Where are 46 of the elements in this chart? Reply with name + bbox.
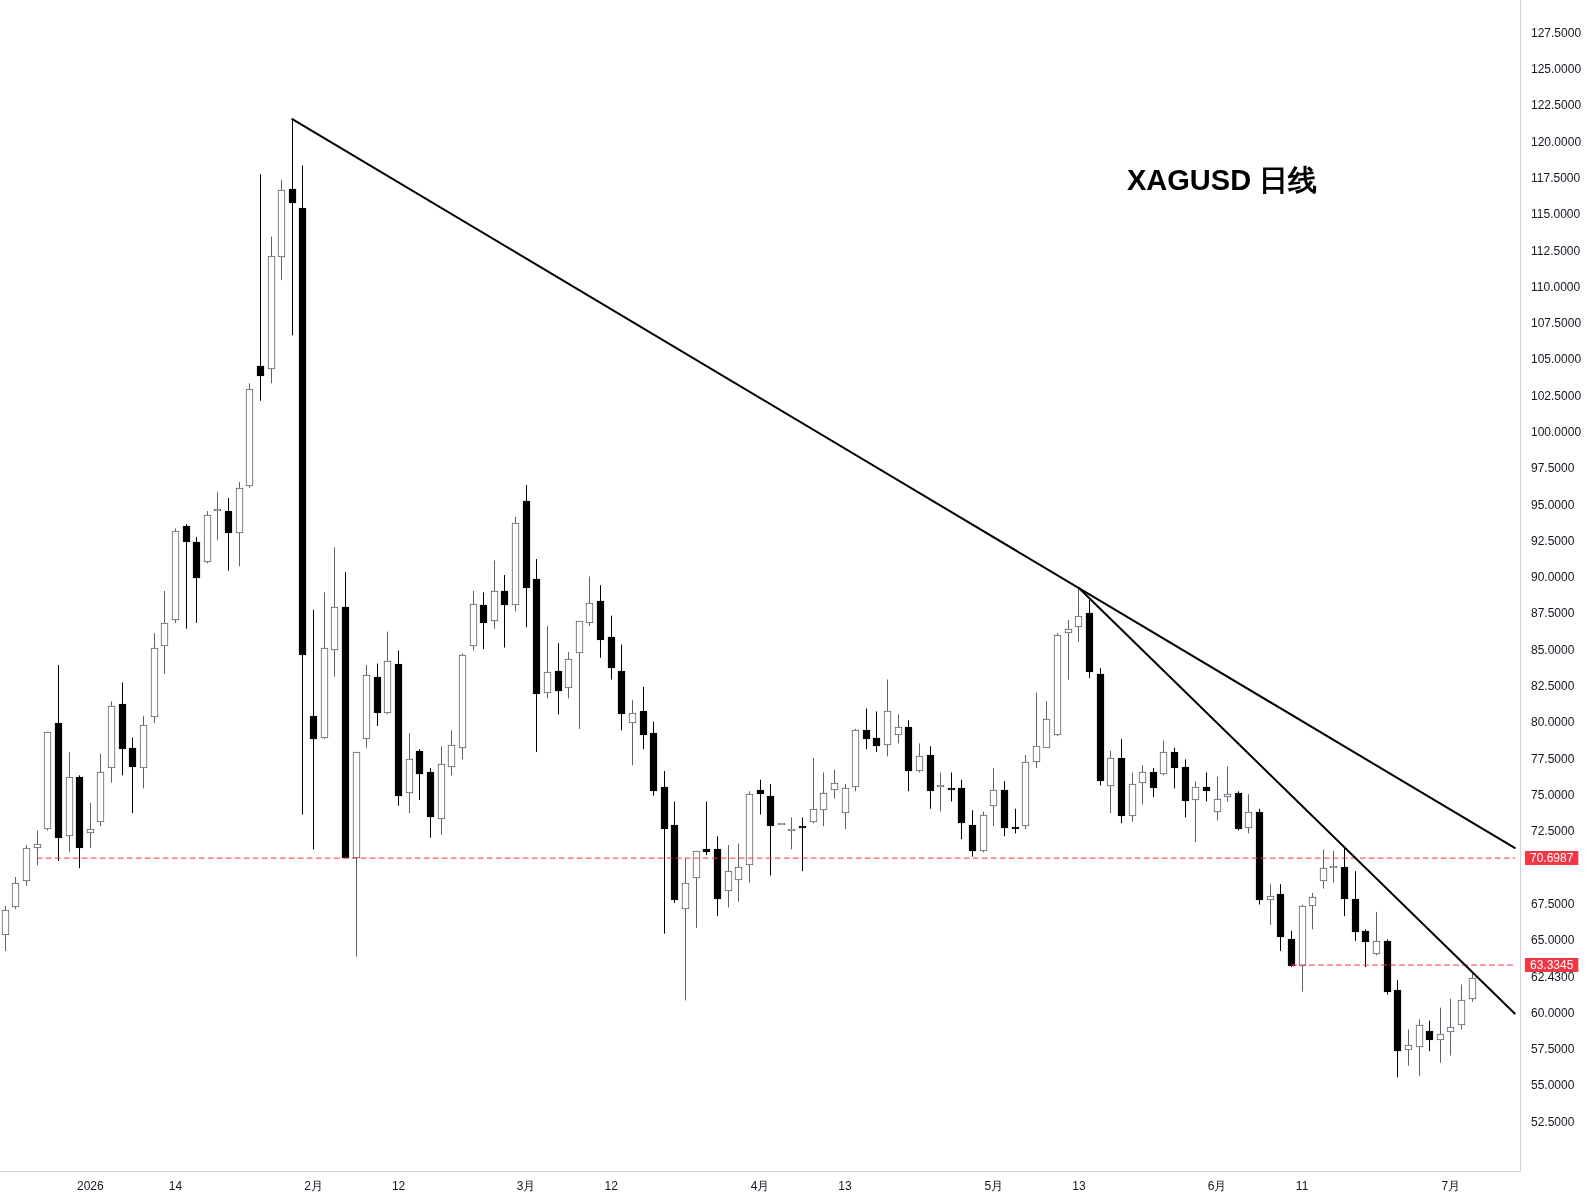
text: XAGUSD 日线 (1127, 163, 1318, 197)
y-tick-label: 120.0000 (1531, 134, 1582, 149)
y-tick-label: 112.5000 (1531, 243, 1581, 258)
y-tick-label: 87.5000 (1531, 606, 1575, 621)
y-tick-label: 65.0000 (1531, 933, 1575, 948)
x-tick-label: 12 (391, 1178, 406, 1193)
x-tick-label: 11 (1295, 1178, 1309, 1193)
y-tick-label: 122.5000 (1531, 98, 1582, 113)
y-tick-label: 110.0000 (1531, 279, 1581, 294)
y-tick-label: 85.0000 (1531, 642, 1575, 657)
x-tick-label: 12 (604, 1178, 619, 1193)
x-tick-label: 6月 (1207, 1178, 1227, 1193)
y-tick-label: 127.5000 (1531, 25, 1582, 40)
y-tick-label: 125.0000 (1531, 62, 1582, 77)
y-tick-label: 82.5000 (1531, 679, 1575, 694)
y-tick-label: 115.0000 (1531, 207, 1581, 222)
data-label: 70.6987 (1530, 850, 1574, 865)
y-tick-label: 92.5000 (1531, 533, 1575, 548)
y-tick-label: 52.5000 (1531, 1114, 1575, 1129)
x-tick-label: 14 (168, 1178, 183, 1193)
y-tick-label: 75.0000 (1531, 787, 1575, 802)
x-tick-label: 5月 (984, 1178, 1004, 1193)
x-tick-label: 7月 (1441, 1178, 1461, 1193)
data-label: 63.3345 (1530, 957, 1574, 972)
y-tick-label: 60.0000 (1531, 1005, 1575, 1020)
x-tick-label: 2026 (77, 1178, 105, 1193)
y-tick-label: 107.5000 (1531, 316, 1582, 331)
y-tick-label: 100.0000 (1531, 424, 1582, 439)
y-tick-label: 80.0000 (1531, 715, 1575, 730)
x-tick-label: 13 (1072, 1178, 1086, 1193)
y-tick-label: 102.5000 (1531, 388, 1582, 403)
y-tick-label: 105.0000 (1531, 352, 1582, 367)
y-tick-label: 62.4300 (1531, 970, 1575, 985)
y-tick-label: 77.5000 (1531, 751, 1575, 766)
y-tick-label: 57.5000 (1531, 1042, 1575, 1057)
y-tick-label: 72.5000 (1531, 824, 1575, 839)
x-tick-label: 2月 (304, 1178, 323, 1193)
y-tick-label: 90.0000 (1531, 570, 1575, 585)
y-tick-label: 55.0000 (1531, 1078, 1575, 1093)
x-tick-label: 13 (838, 1178, 853, 1193)
y-tick-label: 95.0000 (1531, 497, 1575, 512)
y-tick-label: 117.5000 (1531, 170, 1581, 185)
y-tick-label: 67.5000 (1531, 896, 1575, 911)
x-tick-label: 4月 (750, 1178, 770, 1193)
x-tick-label: 3月 (516, 1178, 536, 1193)
y-tick-label: 97.5000 (1531, 461, 1575, 476)
